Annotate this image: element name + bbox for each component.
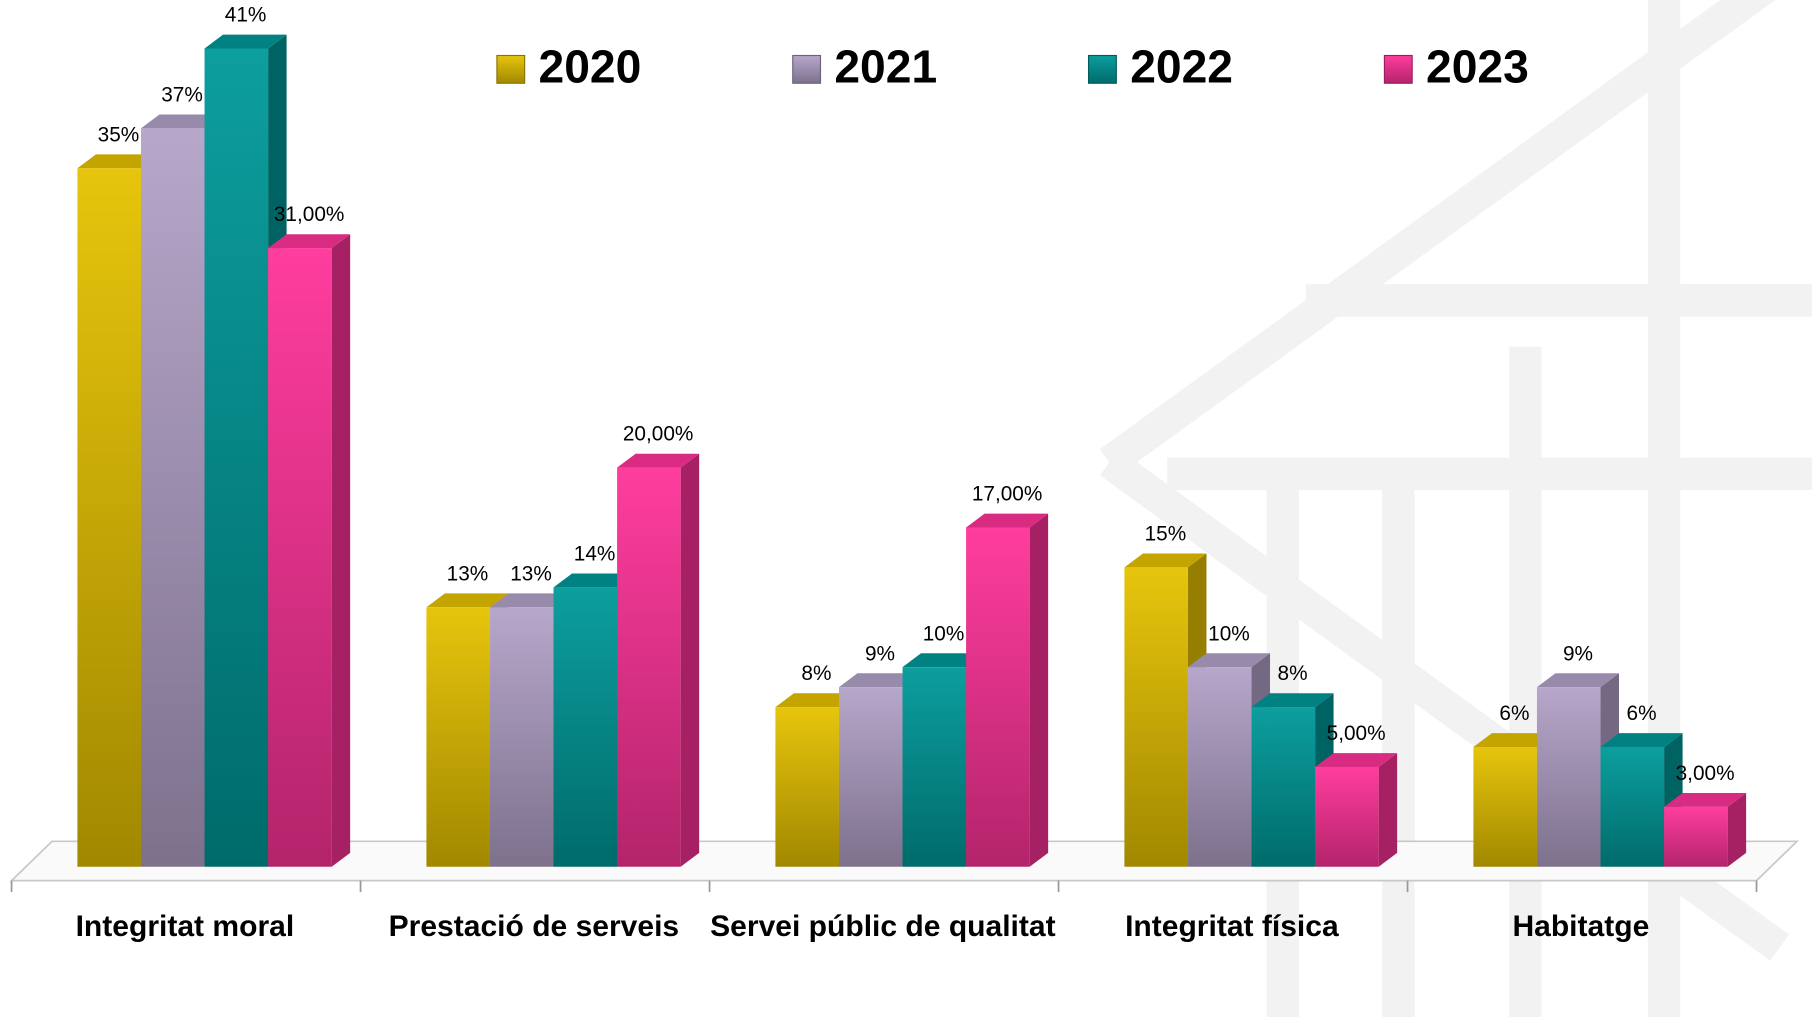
bar-front	[1600, 746, 1665, 867]
value-label: 15%	[1145, 523, 1187, 546]
x-tick-label: Prestació de serveis	[389, 910, 680, 943]
bar-top	[617, 453, 700, 468]
bar-top	[775, 693, 858, 708]
bar-front	[204, 48, 269, 867]
value-label: 8%	[1278, 662, 1308, 685]
bar-side	[331, 234, 351, 867]
bar-side	[1727, 793, 1747, 867]
x-tick-label: Integritat moral	[76, 910, 295, 943]
value-label: 13%	[510, 562, 552, 585]
value-label: 6%	[1499, 702, 1529, 725]
legend-swatch	[1383, 54, 1413, 84]
bar-top	[268, 234, 351, 249]
value-label: 10%	[923, 622, 965, 645]
bar-top	[838, 673, 922, 688]
value-label: 3,00%	[1676, 762, 1735, 785]
bar-front	[902, 667, 967, 867]
bar-front	[617, 467, 681, 867]
value-label: 20,00%	[623, 423, 694, 446]
bar-top	[1187, 653, 1271, 668]
bar	[617, 453, 700, 867]
bar-front	[426, 607, 490, 867]
bar-top	[1664, 793, 1747, 807]
bar-front	[140, 128, 205, 867]
value-label: 10%	[1208, 622, 1250, 645]
legend-label: 2022	[1130, 41, 1233, 93]
value-label: 6%	[1627, 702, 1657, 725]
value-label: 8%	[801, 662, 831, 685]
bar-top	[902, 653, 985, 668]
bar	[268, 234, 351, 867]
legend-swatch	[792, 54, 822, 84]
value-label: 9%	[865, 642, 895, 665]
bar-front	[1664, 806, 1728, 867]
bar-front	[838, 687, 903, 867]
floor-ticks	[10, 880, 1758, 893]
value-label: 41%	[225, 4, 267, 27]
value-label: 35%	[98, 123, 140, 146]
value-label: 14%	[574, 542, 616, 565]
value-label: 9%	[1563, 642, 1593, 665]
x-tick-label: Servei públic de qualitat	[710, 910, 1055, 943]
bar-top	[77, 154, 160, 169]
bar-front	[1473, 746, 1537, 867]
bar-front	[1536, 687, 1601, 867]
bar-top	[553, 573, 636, 588]
bar-side	[680, 453, 700, 867]
bar-front	[775, 707, 839, 867]
bar-top	[426, 593, 509, 608]
x-tick-label: Integritat física	[1125, 910, 1339, 943]
bar-top	[1536, 673, 1620, 688]
bar-front	[1251, 707, 1316, 867]
value-label: 37%	[161, 83, 203, 106]
bar-top	[204, 34, 287, 49]
bar-top	[1473, 733, 1556, 747]
bar	[1664, 793, 1747, 867]
bar-front	[553, 587, 618, 867]
legend-label: 2021	[834, 41, 937, 93]
bar-top	[966, 513, 1049, 528]
legend-swatch	[496, 54, 526, 84]
legend-label: 2020	[539, 41, 642, 93]
bar-top	[1600, 733, 1683, 747]
bar-front	[77, 168, 141, 867]
legend-swatch	[1088, 54, 1117, 84]
value-label: 5,00%	[1327, 722, 1386, 745]
bar-front	[268, 248, 332, 867]
legend-label: 2023	[1426, 41, 1529, 93]
bar	[966, 513, 1049, 867]
bar-top	[1251, 693, 1334, 708]
bar-top	[1124, 553, 1207, 568]
value-label: 17,00%	[972, 483, 1043, 506]
bar-front	[1315, 766, 1379, 867]
value-label: 31,00%	[274, 203, 345, 226]
bar-front	[1124, 567, 1188, 867]
bar-side	[1029, 513, 1049, 867]
bar-front	[1187, 667, 1252, 867]
bar-side	[1378, 753, 1398, 867]
x-tick-label: Habitatge	[1512, 910, 1649, 943]
bar-top	[489, 593, 573, 608]
value-label: 13%	[447, 562, 489, 585]
bar-front	[966, 527, 1030, 867]
bar-front	[489, 607, 554, 867]
bar	[1315, 753, 1398, 867]
bar-top	[140, 114, 224, 129]
bar-top	[1315, 753, 1398, 767]
bar	[553, 573, 636, 867]
